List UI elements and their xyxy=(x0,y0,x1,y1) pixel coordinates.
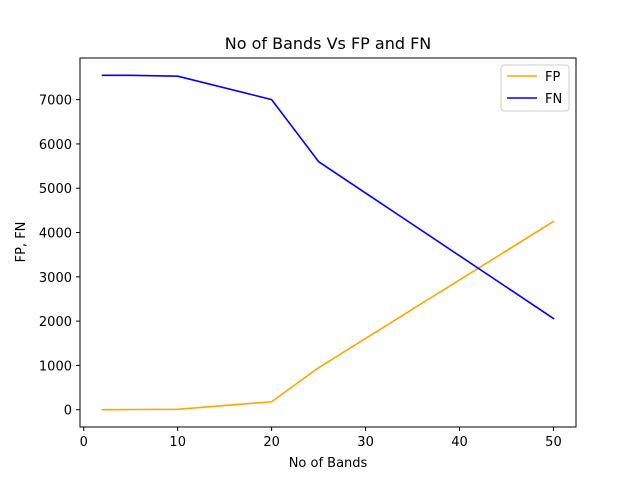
y-tick-label: 7000 xyxy=(39,94,72,109)
y-tick-label: 4000 xyxy=(39,227,72,242)
y-tick-label: 0 xyxy=(64,404,72,419)
chart-title: No of Bands Vs FP and FN xyxy=(225,34,432,53)
y-tick-label: 2000 xyxy=(39,315,72,330)
legend-label-fn: FN xyxy=(545,92,562,107)
y-tick-label: 6000 xyxy=(39,138,72,153)
x-tick-label: 20 xyxy=(263,435,280,450)
y-tick-label: 5000 xyxy=(39,182,72,197)
y-axis-ticks: 0 1000 2000 3000 4000 5000 6000 7000 xyxy=(39,94,80,419)
x-tick-label: 0 xyxy=(80,435,88,450)
y-axis-label: FP, FN xyxy=(14,222,29,263)
x-tick-label: 30 xyxy=(357,435,374,450)
x-tick-label: 10 xyxy=(169,435,186,450)
x-axis-ticks: 0 10 20 30 40 50 xyxy=(80,427,562,450)
plot-lines xyxy=(101,74,555,411)
series-line-fp xyxy=(101,220,555,411)
y-tick-label: 3000 xyxy=(39,271,72,286)
legend: FP FN xyxy=(500,64,570,112)
x-axis-label: No of Bands xyxy=(289,456,368,471)
x-tick-label: 50 xyxy=(545,435,562,450)
legend-label-fp: FP xyxy=(545,70,560,85)
x-tick-label: 40 xyxy=(451,435,468,450)
plot-frame xyxy=(79,57,577,428)
y-tick-label: 1000 xyxy=(39,359,72,374)
series-line-fn xyxy=(101,74,555,320)
